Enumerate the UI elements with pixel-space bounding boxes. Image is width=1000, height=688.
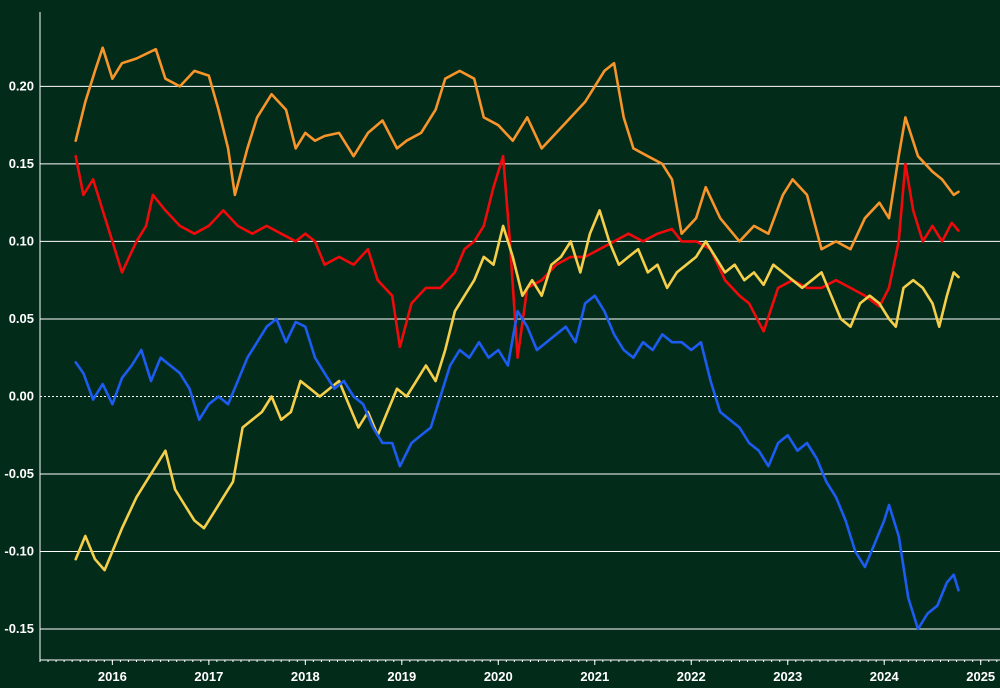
series-line-1: [74, 46, 960, 251]
x-tick-label: 2018: [291, 669, 320, 684]
x-tick-label: 2025: [966, 669, 995, 684]
tick-labels: 0.20 0.15 0.10 0.05 0.00 -0.05 -0.10 -0.15 2016 2…: [4, 78, 995, 684]
series-line-3: [74, 209, 960, 572]
x-tick-label: 2022: [677, 669, 706, 684]
y-tick-label: -0.05: [4, 466, 34, 481]
y-tick-label: 0.15: [9, 156, 34, 171]
y-tick-label: 0.05: [9, 311, 34, 326]
y-tick-label: 0.10: [9, 233, 34, 248]
series-line-2: [74, 154, 960, 359]
series-lines: [74, 46, 960, 631]
x-tick-label: 2024: [870, 669, 900, 684]
series-line-4: [74, 294, 960, 631]
y-tick-label: -0.10: [4, 543, 34, 558]
x-tick-label: 2017: [194, 669, 223, 684]
gridlines: [40, 85, 1000, 630]
x-tick-label: 2019: [387, 669, 416, 684]
y-tick-label: -0.15: [4, 621, 34, 636]
axes: [39, 12, 1000, 665]
x-tick-label: 2020: [484, 669, 513, 684]
y-tick-label: 0.00: [9, 388, 34, 403]
x-tick-label: 2021: [580, 669, 609, 684]
x-tick-label: 2023: [773, 669, 802, 684]
y-tick-label: 0.20: [9, 78, 34, 93]
x-tick-label: 2016: [98, 669, 127, 684]
